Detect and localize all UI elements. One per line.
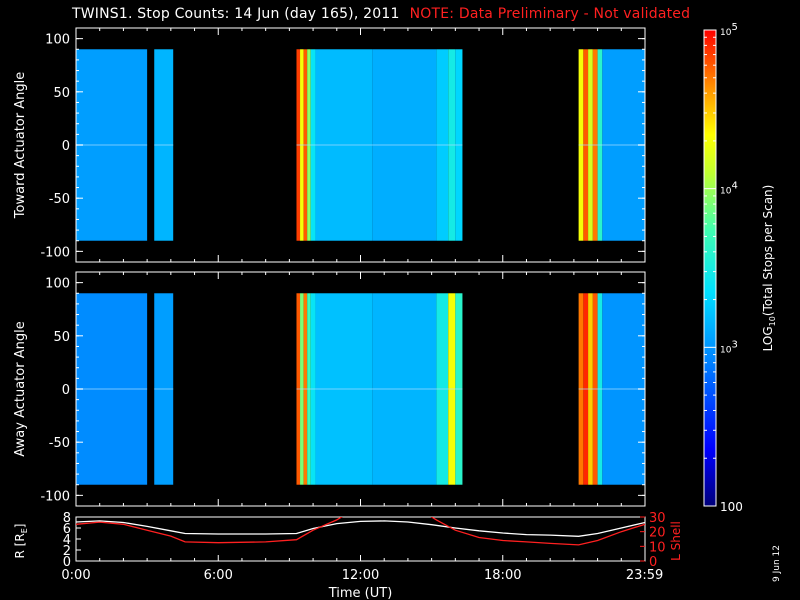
heatmap-band bbox=[602, 49, 645, 241]
heatmap-band bbox=[588, 49, 593, 241]
heatmap-band bbox=[597, 49, 603, 241]
colorbar-tick-label: 105 bbox=[720, 22, 738, 38]
y-axis-label-r: R [RE] bbox=[13, 524, 29, 559]
x-tick-label: 18:00 bbox=[484, 568, 521, 583]
heatmap-band bbox=[592, 49, 598, 241]
heatmap-band bbox=[315, 49, 373, 241]
heatmap-band bbox=[300, 49, 304, 241]
heatmap-band bbox=[588, 293, 593, 485]
chart-title: TWINS1. Stop Counts: 14 Jun (day 165), 2… bbox=[72, 6, 690, 22]
r-distance-line bbox=[76, 520, 645, 537]
heatmap-band bbox=[310, 49, 316, 241]
y-axis-label-lshell: L Shell bbox=[669, 521, 683, 561]
colorbar-label: LOG10(Total Stops per Scan) bbox=[761, 185, 777, 352]
y-tick-label: 0 bbox=[62, 139, 70, 154]
colorbar-gradient bbox=[703, 29, 717, 507]
x-tick-label: 6:00 bbox=[204, 568, 233, 583]
y-right-tick-label: 30 bbox=[649, 511, 666, 526]
heatmap-band bbox=[307, 293, 311, 485]
heatmap-band bbox=[455, 49, 463, 241]
colorbar-tick-label: 104 bbox=[720, 181, 738, 197]
heatmap-band bbox=[372, 49, 437, 241]
y-tick-label: 6 bbox=[63, 522, 71, 537]
heatmap-band bbox=[583, 49, 589, 241]
heatmap-band bbox=[583, 293, 589, 485]
y-tick-label: -100 bbox=[40, 489, 70, 504]
heatmap-band bbox=[448, 49, 456, 241]
y-tick-label: 50 bbox=[53, 86, 70, 101]
y-tick-label: 8 bbox=[63, 511, 71, 526]
y-tick-label: 50 bbox=[53, 330, 70, 345]
colorbar-tick-label: 100 bbox=[720, 500, 743, 514]
y-tick-label: -50 bbox=[49, 192, 70, 207]
l-shell-line bbox=[76, 517, 645, 546]
heatmap-band bbox=[154, 293, 174, 485]
y-tick-label: 2 bbox=[63, 544, 71, 559]
y-tick-label: -100 bbox=[40, 245, 70, 260]
colorbar-tick-label: 103 bbox=[720, 339, 738, 355]
heatmap-band bbox=[602, 293, 645, 485]
y-right-tick-label: 20 bbox=[649, 526, 666, 541]
x-axis-label: Time (UT) bbox=[328, 586, 393, 600]
y-tick-label: 0 bbox=[63, 555, 71, 570]
heatmap-band bbox=[448, 293, 456, 485]
heatmap-band bbox=[578, 49, 584, 241]
heatmap-band bbox=[76, 49, 148, 241]
datestamp: 9 Jun 12 bbox=[772, 545, 782, 582]
y-tick-label: 4 bbox=[63, 533, 71, 548]
colorbar: 100 103 104 105 LOG10(Total Stops per Scan) bbox=[703, 22, 777, 514]
y-tick-label: 100 bbox=[45, 277, 70, 292]
y-right-tick-label: 10 bbox=[649, 540, 666, 555]
heatmap-band bbox=[436, 49, 449, 241]
ephemeris-frame bbox=[75, 516, 646, 562]
panel-toward: -100 -50 0 50 100 Toward Actuator Angle bbox=[13, 27, 646, 263]
title-note: NOTE: Data Preliminary - Not validated bbox=[409, 6, 691, 22]
y-right-tick-label: 0 bbox=[649, 555, 657, 570]
y-axis-label: Away Actuator Angle bbox=[13, 321, 28, 456]
heatmap-band bbox=[303, 49, 308, 241]
heatmap-band bbox=[307, 49, 311, 241]
y-axis-label: Toward Actuator Angle bbox=[13, 72, 28, 219]
heatmap-band bbox=[310, 293, 316, 485]
heatmap-band bbox=[592, 293, 598, 485]
heatmap-band bbox=[597, 293, 603, 485]
x-tick-label: 23:59 bbox=[626, 568, 663, 583]
heatmap-band bbox=[76, 293, 148, 485]
heatmap-band bbox=[154, 49, 174, 241]
y-tick-label: -50 bbox=[49, 436, 70, 451]
heatmap-band bbox=[300, 293, 304, 485]
x-tick-label: 12:00 bbox=[342, 568, 379, 583]
title-main: TWINS1. Stop Counts: 14 Jun (day 165), 2… bbox=[72, 6, 400, 22]
panel-away: -100 -50 0 50 100 Away Actuator Angle bbox=[13, 271, 646, 507]
heatmap-band bbox=[296, 49, 301, 241]
heatmap-band bbox=[315, 293, 373, 485]
x-tick-label: 0:00 bbox=[61, 568, 90, 583]
heatmap-band bbox=[303, 293, 308, 485]
heatmap-band bbox=[455, 293, 463, 485]
y-tick-label: 100 bbox=[45, 33, 70, 48]
heatmap-band bbox=[436, 293, 449, 485]
heatmap-band bbox=[296, 293, 301, 485]
heatmap-band bbox=[372, 293, 437, 485]
heatmap-band bbox=[578, 293, 584, 485]
y-tick-label: 0 bbox=[62, 383, 70, 398]
